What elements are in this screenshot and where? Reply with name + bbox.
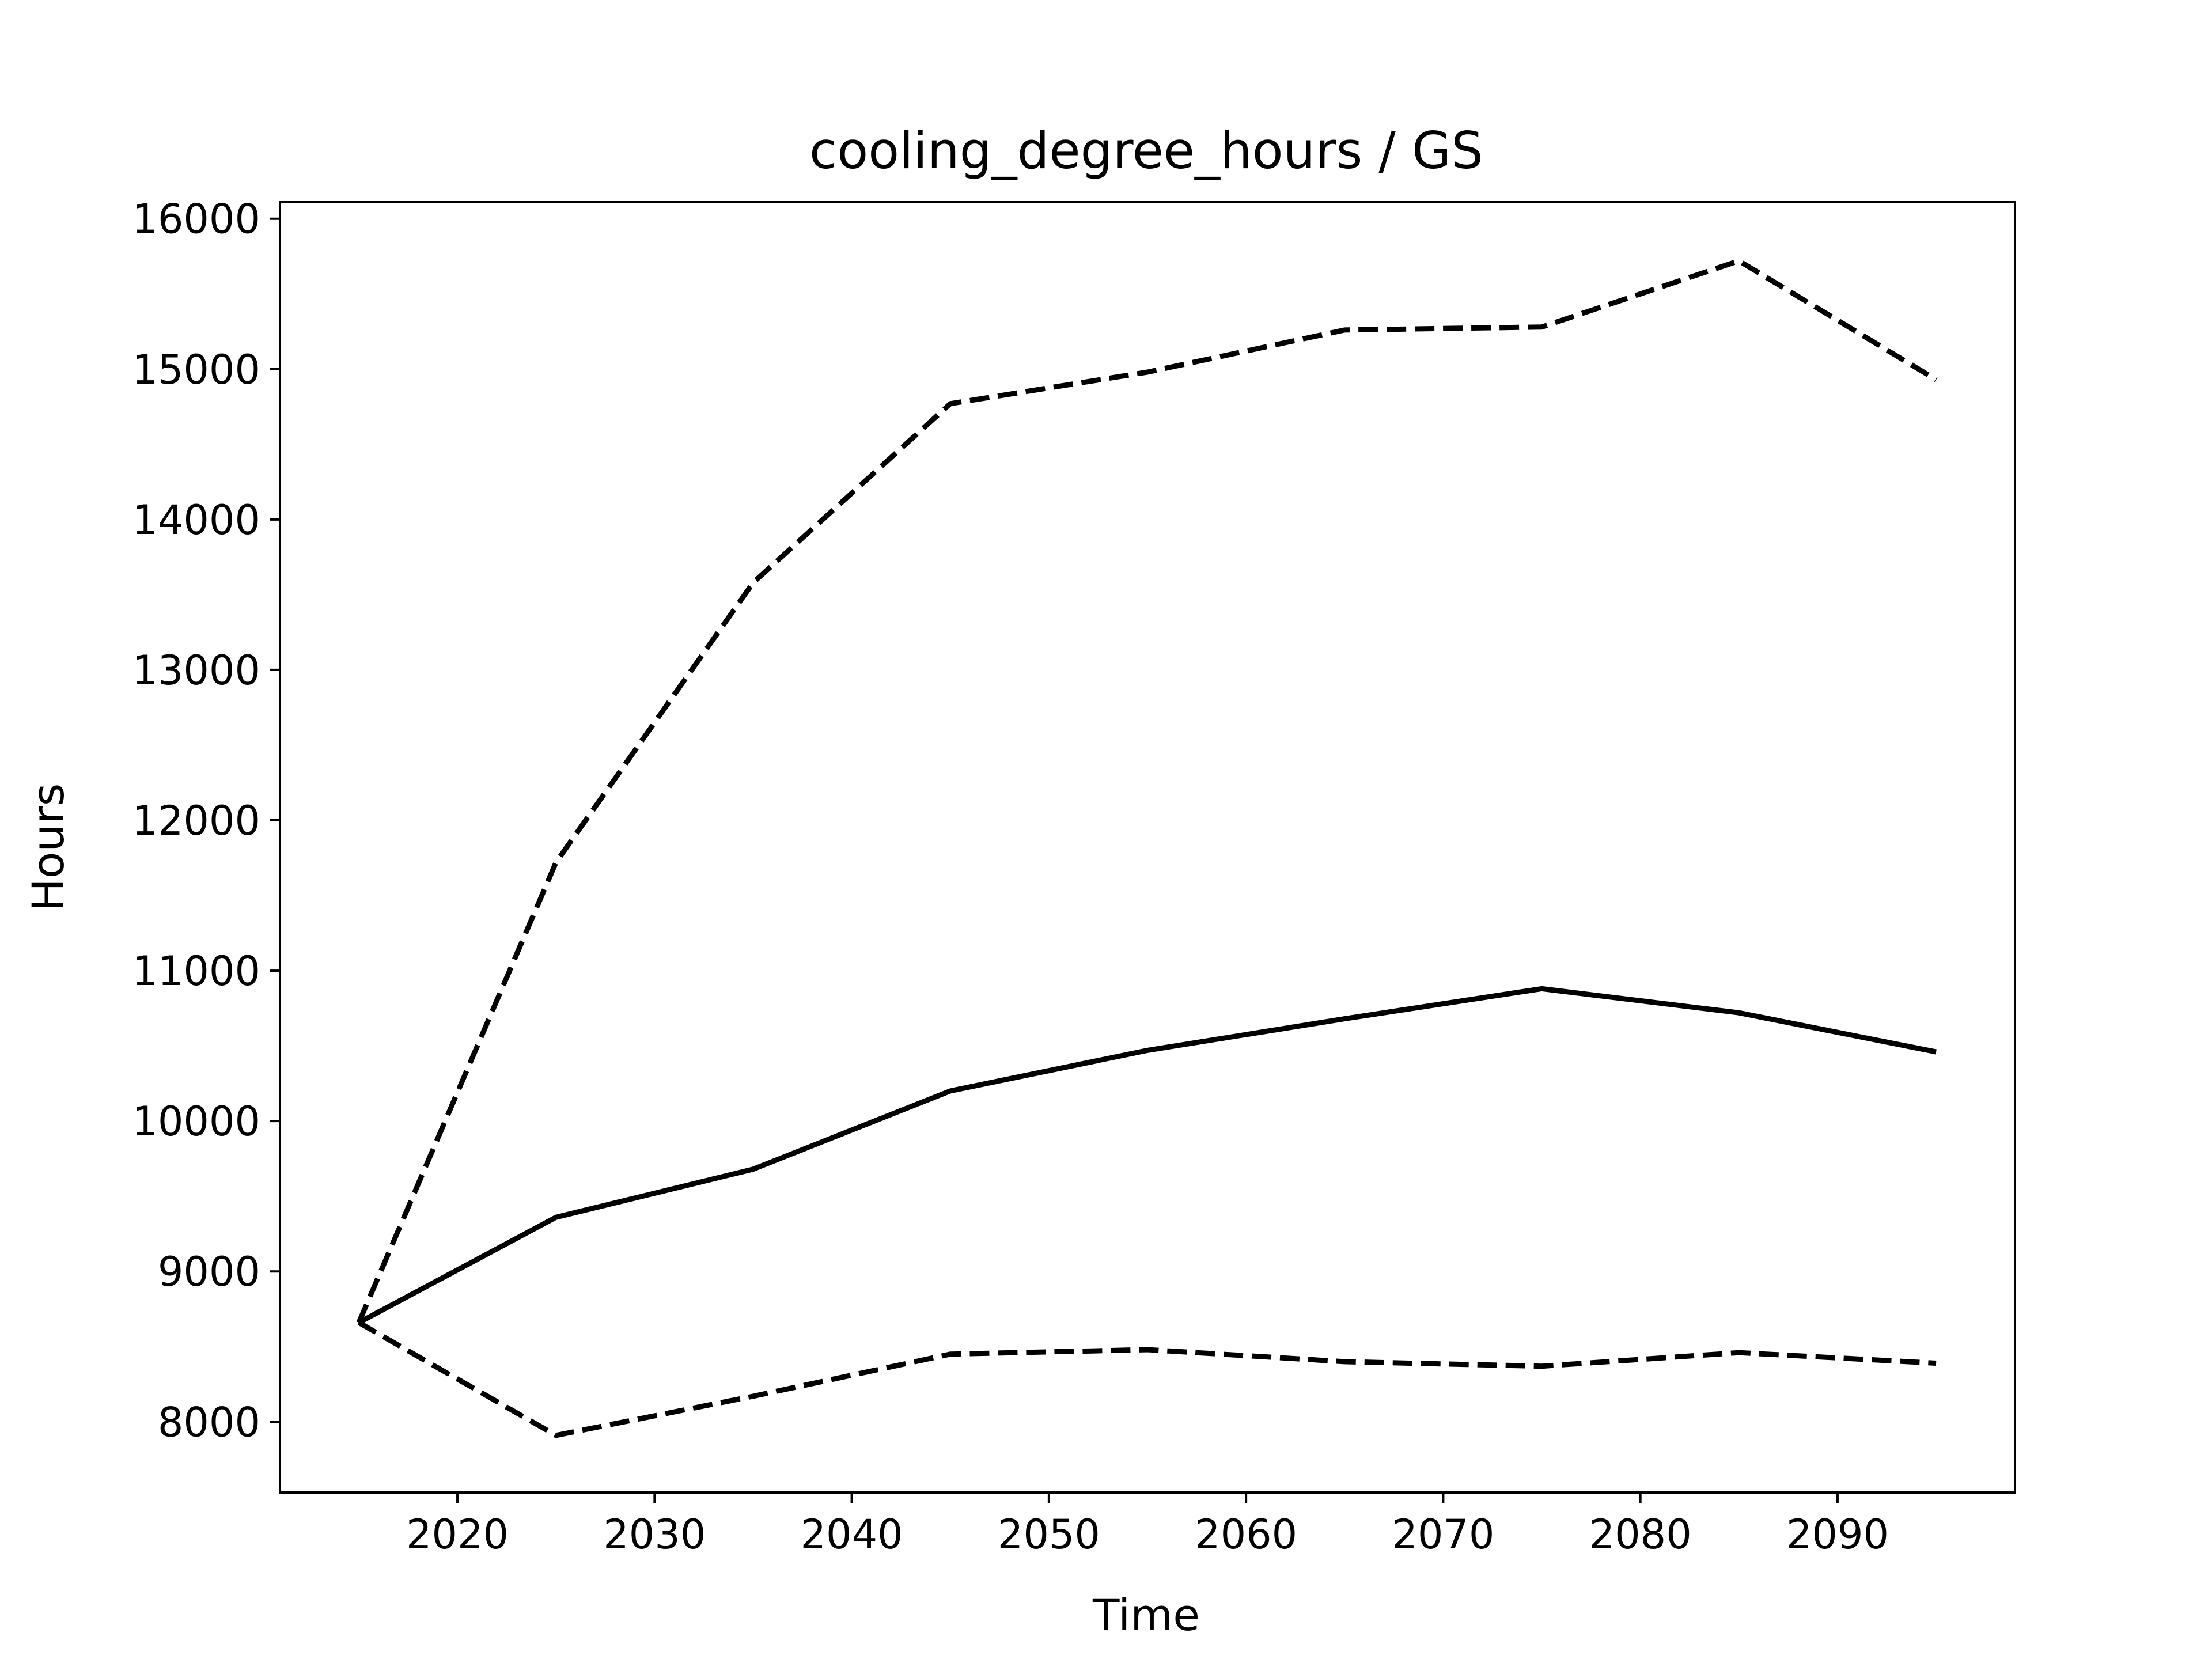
y-tick-label: 14000 <box>132 497 260 544</box>
y-tick-label: 9000 <box>158 1248 260 1296</box>
y-tick-label: 11000 <box>132 948 260 995</box>
x-tick-label: 2030 <box>603 1511 706 1558</box>
plot-frame <box>279 201 2016 1494</box>
y-axis-label: Hours <box>22 783 74 912</box>
x-tick-label: 2070 <box>1392 1511 1494 1558</box>
x-tick-label: 2080 <box>1589 1511 1692 1558</box>
x-axis-label: Time <box>1092 1589 1200 1641</box>
x-tick-label: 2060 <box>1195 1511 1297 1558</box>
y-axis: 8000 9000 10000 11000 12000 13000 14000 15000 16… <box>132 196 280 1446</box>
y-tick-label: 10000 <box>132 1098 260 1145</box>
x-axis: 2020 2030 2040 2050 2060 2070 2080 2090 <box>406 1493 1889 1558</box>
y-tick-label: 8000 <box>158 1399 260 1446</box>
chart-title: cooling_degree_hours / GS <box>809 121 1483 180</box>
x-tick-label: 2090 <box>1786 1511 1889 1558</box>
upper-bound-series-line <box>356 258 1938 1324</box>
x-tick-label: 2020 <box>406 1511 509 1558</box>
y-tick-label: 16000 <box>132 196 260 243</box>
x-tick-label: 2040 <box>801 1511 903 1558</box>
y-tick-label: 12000 <box>132 797 260 844</box>
y-tick-label: 13000 <box>132 647 260 694</box>
median-series-line <box>357 986 1937 1325</box>
y-tick-label: 15000 <box>132 346 260 393</box>
x-tick-label: 2050 <box>998 1511 1100 1558</box>
series-layer <box>356 258 1938 1438</box>
lower-bound-series-line <box>357 1320 1937 1438</box>
